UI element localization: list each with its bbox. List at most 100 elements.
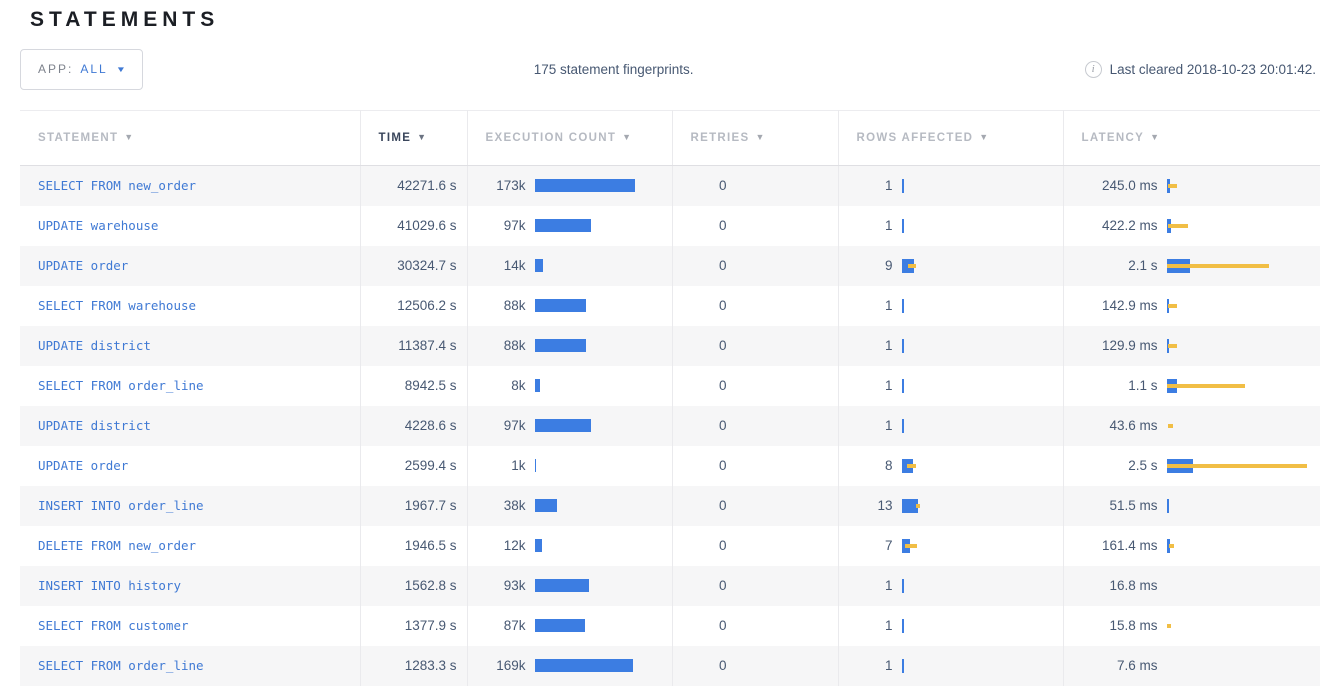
statement-cell: SELECT FROM warehouse [20, 285, 361, 326]
statement-cell: INSERT INTO history [20, 565, 361, 606]
bar-yellow-stddev [1166, 463, 1307, 468]
bar-yellow-stddev [1167, 183, 1177, 188]
execution-count-bar-chart: 14k [468, 258, 672, 273]
fingerprint-summary: 175 statement fingerprints. [533, 61, 694, 77]
retries-cell: 0 [672, 365, 839, 406]
column-header-latency[interactable]: LATENCY ▼ [1063, 110, 1320, 166]
rows-affected-value: 13 [877, 498, 893, 513]
bar-yellow-stddev [906, 463, 916, 468]
rows-affected-bar [901, 418, 1063, 434]
rows-affected-bar-chart: 1 [839, 418, 1063, 434]
table-header-row: STATEMENT ▼ TIME ▼ EXECUTION COUNT ▼ RETRIES ▼ R… [20, 110, 1320, 166]
statement-link[interactable]: SELECT FROM order_line [38, 378, 204, 393]
column-header-statement[interactable]: STATEMENT ▼ [20, 110, 361, 166]
app-filter-dropdown[interactable]: APP: ALL ▼ [20, 48, 143, 90]
rows-affected-bar [901, 258, 1063, 274]
latency-value: 51.5 ms [1109, 498, 1158, 513]
bar-yellow-stddev [915, 503, 920, 508]
bar-yellow-stddev [1167, 303, 1177, 308]
bar-blue-mean [901, 658, 904, 673]
statement-link[interactable]: UPDATE order [38, 458, 129, 473]
column-header-retries[interactable]: RETRIES ▼ [672, 110, 839, 166]
statement-link[interactable]: UPDATE district [38, 418, 151, 433]
retries-cell: 0 [672, 245, 839, 286]
rows-affected-cell: 1 [838, 365, 1064, 406]
statement-cell: INSERT INTO order_line [20, 485, 361, 526]
execution-count-cell: 173k [467, 165, 673, 206]
latency-cell: 2.5 s [1063, 446, 1320, 486]
latency-bar [1167, 418, 1321, 434]
bar-blue-mean [901, 578, 904, 593]
column-header-rows_affected[interactable]: ROWS AFFECTED ▼ [838, 110, 1064, 166]
retries-value: 0 [718, 178, 727, 194]
rows-affected-value: 8 [884, 458, 893, 473]
latency-bar-chart: 1.1 s [1064, 378, 1321, 394]
page-title: STATEMENTS [30, 8, 220, 31]
bar-yellow-stddev [907, 263, 916, 268]
statement-cell: UPDATE warehouse [20, 205, 361, 246]
rows-affected-bar-chart: 9 [839, 258, 1063, 274]
rows-affected-value: 9 [884, 258, 893, 273]
retries-value: 0 [718, 658, 727, 673]
statement-link[interactable]: INSERT INTO history [38, 578, 181, 593]
table-row: INSERT INTO order_line 1967.7 s 38k 0 13 51.5… [20, 485, 1320, 526]
latency-bar-chart: 245.0 ms [1064, 178, 1321, 194]
statement-link[interactable]: UPDATE district [38, 338, 151, 353]
sort-desc-icon: ▼ [979, 132, 990, 142]
latency-cell: 1.1 s [1063, 366, 1320, 406]
execution-count-cell: 12k [467, 525, 673, 566]
retries-value: 0 [718, 498, 727, 513]
retries-cell: 0 [672, 445, 839, 486]
latency-value: 2.1 s [1128, 258, 1158, 273]
latency-bar [1166, 538, 1321, 554]
time-cell: 1562.8 s [360, 565, 468, 606]
column-header-execution_count[interactable]: EXECUTION COUNT ▼ [467, 110, 673, 166]
statement-cell: SELECT FROM customer [20, 605, 361, 646]
retries-cell: 0 [672, 605, 839, 646]
statement-link[interactable]: UPDATE order [38, 258, 129, 273]
statement-link[interactable]: SELECT FROM customer [38, 618, 189, 633]
statement-link[interactable]: DELETE FROM new_order [38, 538, 197, 553]
latency-value: 129.9 ms [1101, 338, 1158, 353]
retries-value: 0 [718, 538, 727, 553]
retries-cell: 0 [672, 565, 839, 606]
retries-content: 0 [673, 458, 838, 473]
latency-bar-chart: 2.5 s [1064, 458, 1321, 474]
latency-bar [1167, 658, 1321, 674]
latency-cell: 15.8 ms [1063, 606, 1320, 646]
statement-link[interactable]: SELECT FROM order_line [38, 658, 204, 673]
latency-cell: 422.2 ms [1063, 206, 1320, 246]
retries-content: 0 [673, 658, 838, 673]
time-cell: 30324.7 s [360, 245, 468, 286]
execution-count-cell: 88k [467, 325, 673, 366]
execution-count-value: 8k [511, 378, 526, 393]
execution-count-cell: 87k [467, 605, 673, 646]
table-row: SELECT FROM new_order 42271.6 s 173k 0 1 245.… [20, 165, 1321, 206]
column-header-time[interactable]: TIME ▼ [360, 110, 468, 166]
bar-yellow-stddev [1168, 543, 1174, 548]
sort-desc-icon: ▼ [755, 132, 766, 142]
rows-affected-cell: 1 [838, 565, 1064, 606]
latency-bar [1166, 218, 1321, 234]
execution-count-value: 14k [503, 258, 526, 273]
execution-count-value: 93k [503, 578, 526, 593]
statement-link[interactable]: UPDATE warehouse [38, 218, 159, 233]
latency-cell: 161.4 ms [1063, 526, 1320, 566]
statement-link[interactable]: SELECT FROM warehouse [38, 298, 197, 313]
latency-bar-chart: 161.4 ms [1064, 538, 1321, 554]
execution-count-bar-chart: 8k [468, 378, 672, 393]
time-cell: 4228.6 s [360, 405, 468, 446]
latency-bar-chart: 142.9 ms [1064, 298, 1321, 314]
statement-link[interactable]: SELECT FROM new_order [38, 178, 197, 194]
statement-link[interactable]: INSERT INTO order_line [38, 498, 204, 513]
rows-affected-value: 1 [884, 418, 893, 433]
rows-affected-cell: 13 [838, 485, 1064, 526]
latency-value: 16.8 ms [1109, 578, 1158, 593]
rows-affected-value: 7 [884, 538, 893, 553]
latency-value: 142.9 ms [1101, 298, 1158, 313]
rows-affected-bar-chart: 1 [839, 338, 1063, 354]
table-row: UPDATE warehouse 41029.6 s 97k 0 1 422.2 ms [20, 205, 1320, 246]
retries-value: 0 [718, 298, 727, 313]
info-icon[interactable]: i [1084, 60, 1102, 78]
latency-bar-chart: 15.8 ms [1064, 618, 1321, 634]
